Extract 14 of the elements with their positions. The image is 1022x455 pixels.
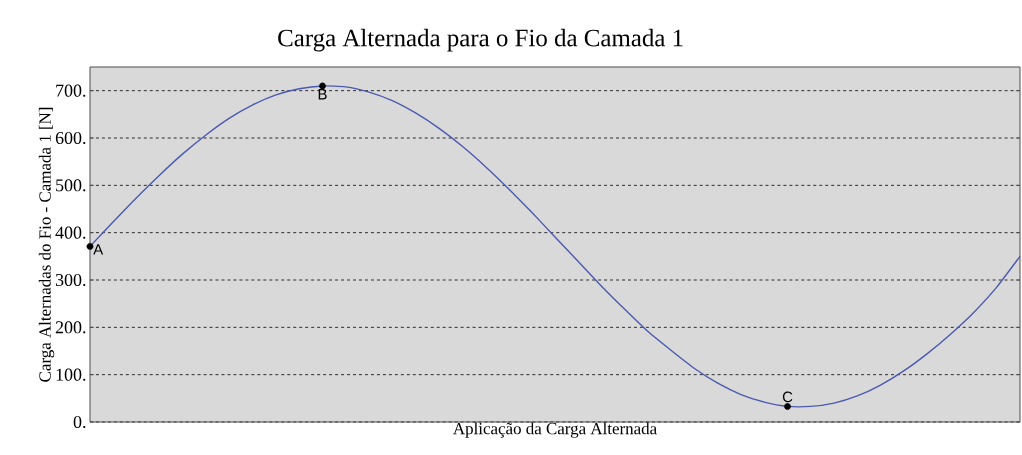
y-tick-label: 200. — [55, 321, 86, 334]
y-tick-label: 700. — [56, 84, 86, 97]
data-label: A — [93, 244, 104, 255]
data-label: C — [782, 391, 793, 403]
y-tick-label: 600. — [55, 131, 86, 145]
y-tick-label: 0. — [73, 415, 86, 429]
y-tick-label: 500. — [56, 179, 86, 192]
x-axis-title: Aplicação da Carga Alternada — [453, 422, 657, 438]
y-tick-label: 400. — [55, 226, 86, 239]
y-tick-label: 300. — [55, 273, 86, 287]
y-axis-title: Carga Alternadas do Fio - Camada 1 [N] — [38, 107, 55, 382]
data-label: B — [318, 89, 327, 100]
chart-title: Carga Alternada para o Fio da Camada 1 — [278, 28, 683, 52]
y-tick-label: 100. — [56, 368, 86, 381]
